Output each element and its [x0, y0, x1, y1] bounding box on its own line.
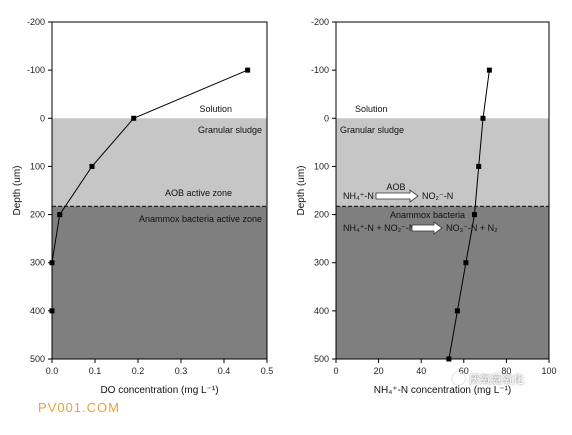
wechat-watermark: 厌氧氨氧化: [452, 371, 524, 387]
solution-zone: [336, 22, 549, 119]
y-tick-label: -100: [311, 65, 329, 75]
data-point: [245, 67, 251, 73]
data-point: [486, 67, 492, 73]
zone-label-solution: Solution: [199, 104, 232, 114]
x-axis-label: DO concentration (mg L⁻¹): [100, 385, 218, 396]
zone-label-granular: Granular sludge: [198, 125, 262, 135]
reaction-anammox-products: NO₃⁻-N + N₂: [446, 223, 498, 233]
y-tick-label: 300: [30, 258, 45, 268]
granular-zone: [336, 118, 549, 207]
solution-zone: [52, 22, 267, 119]
anammox-zone: [52, 206, 267, 359]
data-point: [471, 212, 477, 218]
reaction-aob-catalyst: AOB: [386, 182, 405, 192]
y-axis-label: Depth (um): [12, 165, 23, 215]
reaction-aob-product: NO₂⁻-N: [422, 191, 453, 201]
y-tick-label: 200: [314, 210, 329, 220]
data-point: [89, 163, 95, 169]
data-point: [476, 163, 482, 169]
x-tick-label: 0.0: [46, 366, 59, 376]
reaction-aob-reactant: NH₄⁺-N: [343, 191, 374, 201]
zone-label-granular: Granular sludge: [340, 125, 404, 135]
x-tick-label: 0.3: [175, 366, 188, 376]
data-point: [463, 260, 469, 266]
zone-label-anammox: Anammox bacteria: [390, 210, 465, 220]
y-tick-label: 300: [314, 258, 329, 268]
x-tick-label: 20: [374, 366, 384, 376]
wechat-watermark-text: 厌氧氨氧化: [469, 374, 524, 386]
data-point: [446, 356, 452, 362]
pv001-watermark: PV001.COM: [38, 400, 120, 415]
series-line: [51, 69, 248, 311]
y-tick-label: 100: [314, 161, 329, 171]
data-point: [454, 308, 460, 314]
x-tick-label: 80: [501, 366, 511, 376]
x-tick-label: 0.2: [132, 366, 145, 376]
y-tick-label: 400: [30, 306, 45, 316]
x-tick-label: 40: [416, 366, 426, 376]
y-tick-label: -200: [311, 17, 329, 27]
y-tick-label: 500: [314, 354, 329, 364]
y-tick-label: -100: [27, 65, 45, 75]
x-tick-label: 0.4: [218, 366, 231, 376]
data-point: [131, 115, 137, 121]
y-tick-label: 0: [40, 113, 45, 123]
x-tick-label: 0.5: [261, 366, 274, 376]
y-tick-label: 400: [314, 306, 329, 316]
reaction-arrow-icon: [411, 221, 443, 235]
y-axis-label: Depth (um): [296, 165, 307, 215]
x-tick-label: 0: [333, 366, 338, 376]
data-point: [57, 212, 63, 218]
y-tick-label: 100: [30, 161, 45, 171]
x-tick-label: 0.1: [89, 366, 102, 376]
x-tick-label: 100: [541, 366, 556, 376]
wechat-icon: [452, 372, 465, 385]
y-tick-label: -200: [27, 17, 45, 27]
zone-label-anammox: Anammox bacteria active zone: [139, 214, 262, 224]
plot-frame: [51, 21, 268, 360]
x-tick-label: 60: [459, 366, 469, 376]
y-tick-label: 0: [324, 113, 329, 123]
data-point: [49, 308, 55, 314]
data-point: [49, 260, 55, 266]
anammox-zone: [336, 206, 549, 359]
reaction-arrow-icon: [375, 189, 419, 203]
x-axis-label: NH₄⁺-N concentration (mg L⁻¹): [374, 385, 511, 396]
y-tick-label: 200: [30, 210, 45, 220]
ammonium-profile-panel: -200 -100 0 100 200 300 400 500 0 20 40 60 80 100 NH₄⁺…: [296, 17, 557, 396]
y-tick-label: 500: [30, 354, 45, 364]
data-point: [480, 115, 486, 121]
zone-label-solution: Solution: [355, 104, 388, 114]
plot-frame: [335, 21, 550, 360]
reaction-anammox-reactants: NH₄⁺-N + NO₂⁻-N: [343, 223, 415, 233]
granular-zone: [52, 118, 267, 207]
zone-label-aob: AOB active zone: [165, 188, 232, 198]
